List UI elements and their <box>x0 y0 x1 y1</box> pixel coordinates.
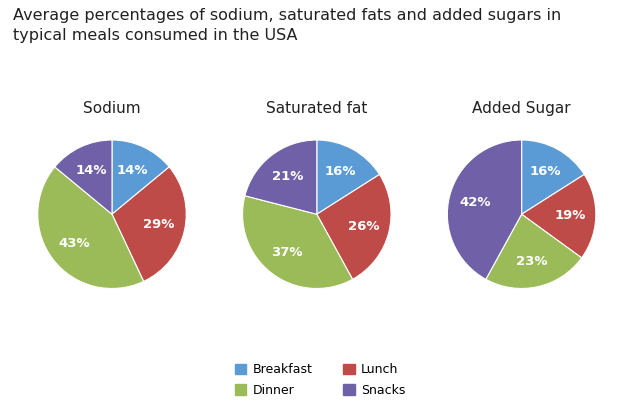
Text: 29%: 29% <box>143 218 175 231</box>
Text: 23%: 23% <box>516 255 548 268</box>
Title: Sodium: Sodium <box>83 101 141 116</box>
Text: 14%: 14% <box>76 164 108 177</box>
Wedge shape <box>55 140 112 214</box>
Text: 42%: 42% <box>459 196 491 209</box>
Wedge shape <box>245 140 317 214</box>
Text: 26%: 26% <box>348 220 380 233</box>
Wedge shape <box>522 174 596 258</box>
Wedge shape <box>112 140 169 214</box>
Text: 37%: 37% <box>271 246 303 259</box>
Wedge shape <box>447 140 522 279</box>
Title: Saturated fat: Saturated fat <box>266 101 367 116</box>
Text: 16%: 16% <box>529 166 561 178</box>
Text: 19%: 19% <box>554 209 586 222</box>
Wedge shape <box>522 140 584 214</box>
Text: 21%: 21% <box>271 170 303 183</box>
Text: Average percentages of sodium, saturated fats and added sugars in
typical meals : Average percentages of sodium, saturated… <box>13 8 561 43</box>
Wedge shape <box>317 140 380 214</box>
Legend: Breakfast, Dinner, Lunch, Snacks: Breakfast, Dinner, Lunch, Snacks <box>230 358 410 402</box>
Wedge shape <box>317 174 391 279</box>
Title: Added Sugar: Added Sugar <box>472 101 571 116</box>
Wedge shape <box>112 167 186 281</box>
Text: 16%: 16% <box>324 166 356 178</box>
Wedge shape <box>243 196 353 288</box>
Wedge shape <box>486 214 582 288</box>
Wedge shape <box>38 167 143 288</box>
Text: 14%: 14% <box>116 164 148 177</box>
Text: 43%: 43% <box>58 237 90 250</box>
